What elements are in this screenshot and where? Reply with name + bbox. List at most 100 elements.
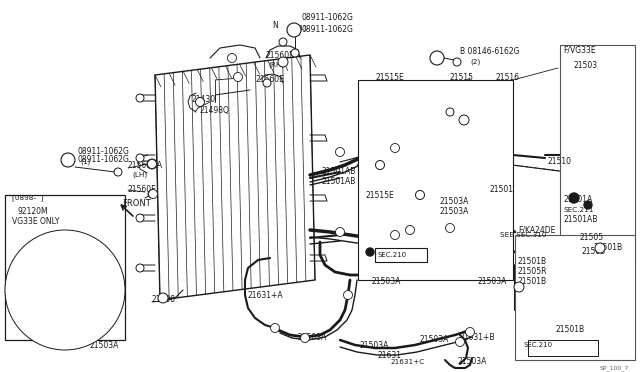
- Circle shape: [136, 214, 144, 222]
- Text: 21503: 21503: [573, 61, 597, 70]
- Circle shape: [136, 264, 144, 272]
- Text: 21516: 21516: [495, 74, 519, 83]
- Text: 21498Q: 21498Q: [200, 106, 230, 115]
- Bar: [560, 45, 635, 265]
- Text: 08911-1062G: 08911-1062G: [302, 26, 354, 35]
- Circle shape: [335, 148, 344, 157]
- Text: SEE SEC.310: SEE SEC.310: [500, 232, 547, 238]
- Text: 21501AB: 21501AB: [322, 167, 356, 176]
- Text: FRONT: FRONT: [122, 199, 151, 208]
- Text: 21505: 21505: [580, 234, 604, 243]
- Text: 21515E: 21515E: [375, 74, 404, 83]
- Text: 21501: 21501: [490, 186, 514, 195]
- Text: 21503A: 21503A: [360, 340, 389, 350]
- Circle shape: [430, 51, 444, 65]
- Text: 21503A: 21503A: [440, 208, 469, 217]
- Bar: [375, 248, 427, 262]
- Text: 21631+A: 21631+A: [248, 291, 284, 299]
- Text: 21501AB: 21501AB: [563, 215, 597, 224]
- Circle shape: [453, 58, 461, 66]
- Text: 21503A: 21503A: [478, 278, 508, 286]
- Text: 21631+C: 21631+C: [390, 359, 424, 365]
- Text: 21430: 21430: [192, 96, 216, 105]
- Circle shape: [136, 154, 144, 162]
- Text: 21508: 21508: [152, 295, 176, 305]
- Text: 21515: 21515: [450, 74, 474, 83]
- Text: SEC.211: SEC.211: [563, 207, 593, 213]
- Circle shape: [195, 97, 205, 106]
- Text: 21501A: 21501A: [563, 196, 592, 205]
- Text: 21501B: 21501B: [518, 257, 547, 266]
- Circle shape: [57, 282, 73, 298]
- Text: 21560E: 21560E: [128, 186, 157, 195]
- Circle shape: [584, 201, 592, 209]
- Circle shape: [278, 57, 288, 67]
- Circle shape: [344, 291, 353, 299]
- Polygon shape: [155, 55, 315, 300]
- Text: 21560N: 21560N: [265, 51, 295, 60]
- Circle shape: [61, 153, 75, 167]
- Circle shape: [390, 231, 399, 240]
- Text: SEC.210: SEC.210: [524, 342, 553, 348]
- Text: 21505R: 21505R: [518, 267, 547, 276]
- Circle shape: [335, 228, 344, 237]
- Text: 08911-1062G: 08911-1062G: [302, 13, 354, 22]
- Text: [0898-  ]: [0898- ]: [12, 195, 44, 201]
- Text: 21503A: 21503A: [298, 334, 328, 343]
- Bar: [515, 235, 635, 360]
- Text: 21503A: 21503A: [440, 198, 469, 206]
- Circle shape: [227, 54, 237, 62]
- Circle shape: [459, 115, 469, 125]
- Text: B 08146-6162G: B 08146-6162G: [460, 48, 520, 57]
- Circle shape: [390, 144, 399, 153]
- Text: B: B: [435, 54, 440, 62]
- Text: 21503A: 21503A: [458, 357, 488, 366]
- Circle shape: [13, 238, 117, 342]
- Text: N: N: [65, 155, 71, 164]
- Text: SP_100_7: SP_100_7: [600, 365, 629, 371]
- Circle shape: [147, 159, 157, 169]
- Circle shape: [366, 248, 374, 256]
- Circle shape: [376, 160, 385, 170]
- Text: 21503A: 21503A: [372, 278, 401, 286]
- Circle shape: [271, 324, 280, 333]
- Circle shape: [136, 94, 144, 102]
- Text: (LH): (LH): [132, 172, 147, 178]
- Circle shape: [595, 243, 605, 253]
- Circle shape: [287, 23, 301, 37]
- Text: (1): (1): [80, 159, 90, 165]
- Circle shape: [301, 334, 310, 343]
- Text: VG33E ONLY: VG33E ONLY: [12, 218, 60, 227]
- Circle shape: [279, 38, 287, 46]
- Text: 21631+B: 21631+B: [460, 334, 495, 343]
- Circle shape: [406, 225, 415, 234]
- Circle shape: [114, 168, 122, 176]
- Text: N: N: [272, 20, 278, 29]
- Text: 08911-1062G: 08911-1062G: [78, 148, 130, 157]
- Text: (RH): (RH): [268, 62, 284, 68]
- Text: (1): (1): [296, 25, 307, 31]
- Circle shape: [415, 190, 424, 199]
- Bar: [528, 340, 598, 356]
- Text: 21510: 21510: [548, 157, 572, 167]
- Circle shape: [148, 189, 157, 199]
- Bar: [358, 80, 513, 280]
- Text: 21503A: 21503A: [90, 340, 120, 350]
- Circle shape: [147, 160, 157, 169]
- Text: 21501AB: 21501AB: [322, 177, 356, 186]
- Text: 21501B: 21501B: [555, 326, 584, 334]
- Text: 21560NA: 21560NA: [128, 160, 163, 170]
- Text: (2): (2): [470, 59, 480, 65]
- Circle shape: [234, 73, 243, 81]
- Circle shape: [465, 327, 474, 337]
- Circle shape: [456, 337, 465, 346]
- Circle shape: [445, 224, 454, 232]
- Text: 21560E: 21560E: [255, 76, 284, 84]
- Circle shape: [158, 293, 168, 303]
- Text: F/VG33E: F/VG33E: [563, 45, 596, 55]
- Circle shape: [569, 193, 579, 203]
- Bar: [5, 195, 125, 340]
- Text: 21503: 21503: [582, 247, 606, 257]
- Text: 21503A: 21503A: [420, 336, 449, 344]
- Circle shape: [263, 79, 271, 87]
